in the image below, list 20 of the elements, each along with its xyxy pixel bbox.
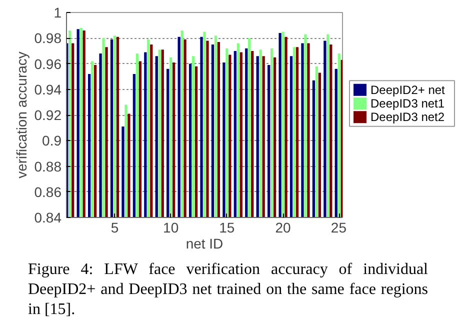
y-tick-label: 1 (54, 4, 62, 20)
y-tick-label: 0.9 (42, 132, 62, 149)
legend-label: DeepID3 net1 (370, 96, 445, 110)
y-axis-title: verification accuracy (13, 52, 30, 178)
legend-label: DeepID2+ net (370, 82, 446, 97)
y-tick-label: 0.92 (34, 107, 62, 123)
y-tick-label: 0.94 (34, 81, 62, 98)
y-tick-label: 0.86 (34, 184, 62, 200)
caption: Figure 4: LFW face verification accuracy of individual DeepID2+ and DeepID3 net trained on the same face regions in [15]. (28, 260, 428, 320)
x-axis-title: net ID (186, 236, 224, 252)
y-tick-label: 0.84 (34, 210, 62, 226)
legend-label: DeepID3 net2 (370, 110, 445, 124)
y-tick-label: 0.98 (34, 30, 62, 46)
x-tick-label: 5 (110, 220, 119, 236)
x-tick-label: 10 (163, 220, 179, 236)
x-tick-label: 15 (219, 220, 235, 236)
x-tick-label: 25 (330, 220, 347, 236)
y-tick-label: 0.88 (34, 158, 62, 174)
x-tick-label: 20 (275, 220, 292, 236)
y-tick-label: 0.96 (34, 56, 62, 72)
